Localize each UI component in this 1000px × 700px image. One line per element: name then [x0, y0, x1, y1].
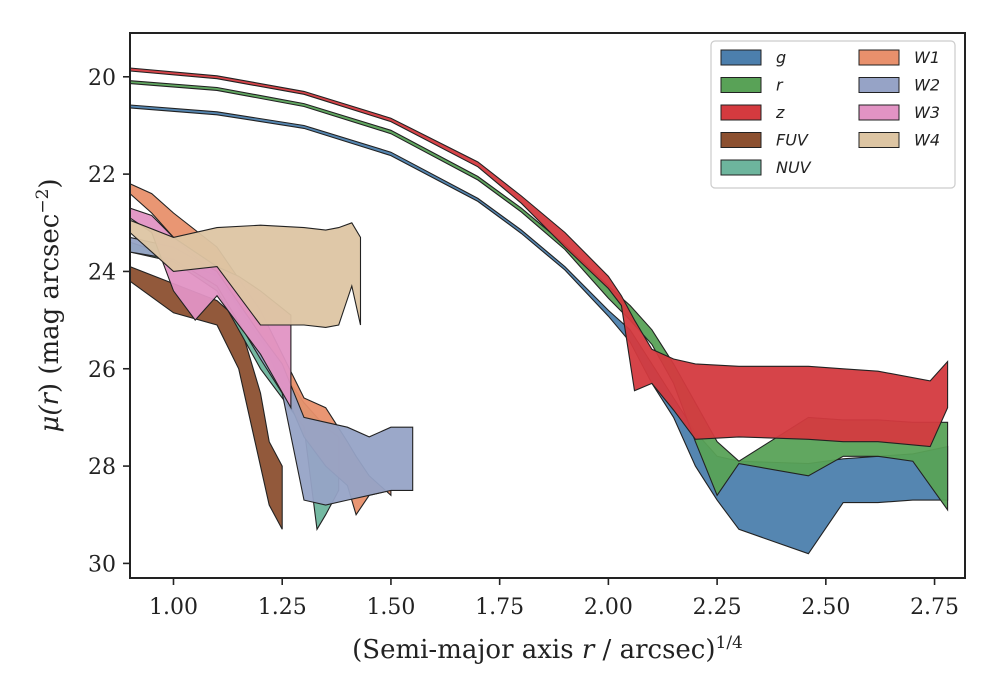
legend-label-g: g	[776, 48, 786, 67]
x-tick-label: 2.75	[910, 595, 959, 620]
legend-swatch-r	[720, 77, 762, 93]
legend-label-w2: W2	[914, 76, 940, 95]
legend-swatch-fuv	[720, 132, 762, 148]
x-tick-label: 1.75	[475, 595, 524, 620]
area-w4	[130, 219, 362, 328]
y-tick-label: 24	[88, 260, 116, 285]
legend-swatch-w4	[858, 132, 900, 148]
y-tick-label: 26	[88, 358, 116, 383]
x-tick-label: 1.25	[258, 595, 307, 620]
legend-swatch-nuv	[720, 159, 762, 176]
area-fuv	[130, 266, 283, 530]
y-tick-label: 28	[88, 455, 116, 480]
x-tick-label: 2.25	[693, 595, 742, 620]
x-tick-label: 2.00	[584, 595, 633, 620]
legend-label-w1: W1	[914, 48, 940, 67]
y-tick-label: 30	[88, 552, 116, 577]
x-tick-label: 1.00	[149, 595, 198, 620]
legend-label-w3: W3	[914, 103, 940, 122]
legend-label-z: z	[775, 103, 785, 122]
legend-label-w4: W4	[914, 131, 940, 150]
legend-swatch-g	[720, 49, 762, 66]
y-tick-label: 22	[88, 163, 116, 188]
y-axis-label: μ(r) (mag arcsec−2)	[33, 178, 65, 432]
legend-label-nuv: NUV	[776, 158, 812, 177]
x-axis-label: (Semi-major axis r / arcsec)1/4	[352, 633, 743, 665]
x-tick-label: 1.50	[366, 595, 415, 620]
legend-swatch-w1	[858, 49, 900, 66]
legend-label-r: r	[776, 76, 784, 95]
legend: grz FUV NUV W1 W2 W3 W4	[710, 40, 956, 189]
data-areas	[130, 67, 949, 555]
legend-swatch-w3	[858, 104, 900, 121]
legend-swatch-w2	[858, 77, 900, 93]
y-tick-label: 20	[88, 66, 116, 91]
legend-swatch-z	[720, 104, 762, 121]
legend-label-fuv: FUV	[776, 131, 809, 150]
plot-frame	[129, 32, 966, 579]
x-tick-label: 2.50	[801, 595, 850, 620]
area-z	[130, 67, 949, 448]
axes: 1.00 1.25 1.50 1.75 2.00 2.25 2.50 2.75 20 22 24 26…	[88, 32, 966, 620]
